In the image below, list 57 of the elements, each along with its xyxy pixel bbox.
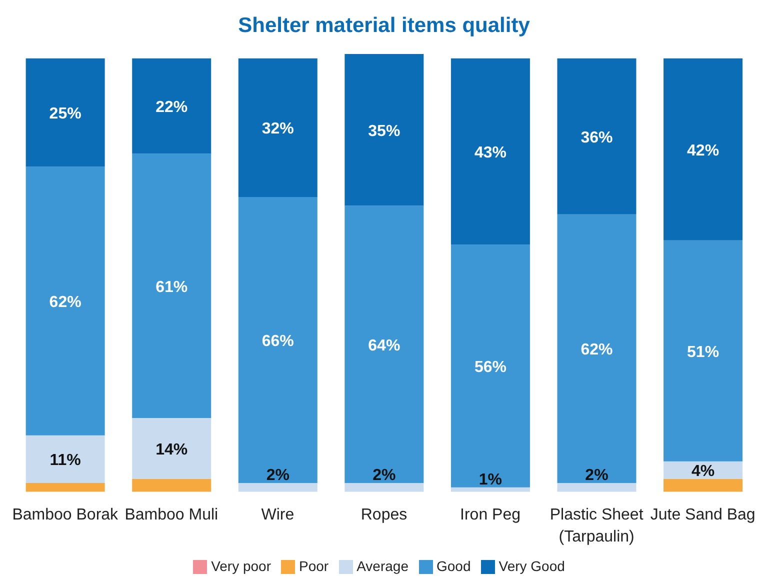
bar bbox=[132, 478, 212, 492]
data-label: 14% bbox=[156, 441, 188, 458]
x-tick-label: Bamboo Borak bbox=[12, 506, 120, 524]
bar bbox=[26, 483, 105, 492]
x-tick-label: Jute Sand Bag bbox=[650, 506, 756, 524]
data-label: 22% bbox=[156, 99, 188, 116]
bar bbox=[238, 197, 318, 484]
data-label: 36% bbox=[580, 129, 613, 146]
data-label: 61% bbox=[156, 278, 188, 296]
data-label: 62% bbox=[580, 342, 613, 359]
bar bbox=[450, 487, 530, 492]
bar bbox=[26, 58, 105, 167]
bar bbox=[450, 58, 530, 245]
data-label: 66% bbox=[262, 333, 294, 350]
bar bbox=[26, 435, 105, 484]
bar bbox=[557, 58, 636, 214]
data-label: 43% bbox=[474, 144, 506, 162]
bar bbox=[238, 483, 318, 492]
chart-title: Shelter material items quality bbox=[237, 13, 531, 39]
bar bbox=[344, 54, 424, 206]
data-label: 35% bbox=[368, 122, 400, 140]
bar bbox=[664, 58, 743, 240]
bar bbox=[132, 154, 212, 418]
data-label: 4% bbox=[691, 463, 715, 480]
legend-label: Very poor bbox=[211, 558, 272, 574]
x-tick-label: Wire bbox=[261, 506, 294, 524]
bar bbox=[238, 58, 318, 198]
data-label: 1% bbox=[478, 471, 502, 488]
x-tick-label: Iron Peg bbox=[460, 506, 521, 524]
data-label: 51% bbox=[687, 344, 720, 361]
bar bbox=[26, 166, 105, 436]
bar bbox=[344, 206, 424, 484]
data-label: 2% bbox=[372, 467, 396, 484]
data-label: 32% bbox=[262, 120, 294, 138]
x-tick-label: Ropes bbox=[360, 506, 408, 524]
legend-label: Good bbox=[436, 558, 471, 574]
bar bbox=[132, 418, 212, 479]
legend-label: Poor bbox=[299, 558, 329, 574]
legend-label: Average bbox=[356, 558, 408, 574]
bar bbox=[557, 214, 636, 484]
bar bbox=[450, 244, 530, 488]
data-label: 56% bbox=[474, 359, 506, 376]
bar bbox=[664, 240, 743, 462]
data-label: 62% bbox=[49, 294, 82, 312]
data-label: 64% bbox=[368, 337, 400, 354]
legend-label: Very Good bbox=[498, 558, 565, 574]
bar bbox=[344, 483, 424, 492]
data-label: 25% bbox=[49, 106, 82, 123]
data-label: 2% bbox=[266, 467, 290, 484]
x-tick-label: Plastic Sheet (Tarpaulin) bbox=[550, 506, 644, 546]
bar bbox=[664, 478, 743, 492]
bar bbox=[132, 58, 212, 154]
bar bbox=[557, 483, 636, 492]
x-tick-label: Bamboo Muli bbox=[124, 506, 218, 524]
data-label: 42% bbox=[687, 142, 720, 160]
data-label: 2% bbox=[585, 467, 608, 484]
data-label: 11% bbox=[50, 452, 81, 470]
